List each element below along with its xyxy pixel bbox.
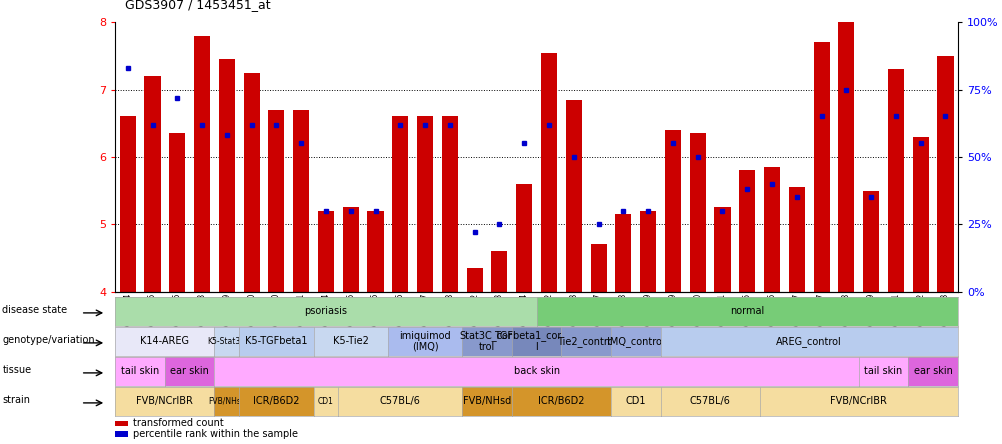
Bar [516,184,532,292]
Bar [169,133,185,292]
Bar [862,190,879,292]
Bar [713,207,729,292]
Bar [738,170,755,292]
Bar [590,245,606,292]
Bar [887,69,903,292]
Bar [367,211,383,292]
Bar [115,432,128,436]
Bar [269,110,285,292]
Text: AREG_control: AREG_control [776,336,842,347]
Bar [343,207,359,292]
Text: tissue: tissue [2,365,31,375]
Bar [417,116,433,292]
Text: Tie2_control: Tie2_control [556,336,615,347]
Bar [293,110,309,292]
Text: back skin: back skin [513,366,559,377]
Bar [243,73,260,292]
Bar [639,211,655,292]
Bar [788,187,804,292]
Text: psoriasis: psoriasis [305,306,347,317]
Bar [441,116,458,292]
Text: FVB/NHsd: FVB/NHsd [207,397,245,406]
Text: K5-Tie2: K5-Tie2 [333,337,369,346]
Bar [664,130,680,292]
Bar [491,251,507,292]
Text: IMQ_control: IMQ_control [606,336,664,347]
Bar [912,137,928,292]
Bar [466,268,482,292]
Text: Stat3C_con
trol: Stat3C_con trol [459,331,514,352]
Bar [115,421,128,426]
Text: FVB/NCrIBR: FVB/NCrIBR [830,396,887,406]
Text: genotype/variation: genotype/variation [2,335,95,345]
Text: ICR/B6D2: ICR/B6D2 [538,396,584,406]
Bar [689,133,705,292]
Bar [813,43,829,292]
Bar [392,116,408,292]
Text: tail skin: tail skin [864,366,902,377]
Bar [540,52,556,292]
Text: C57BL/6: C57BL/6 [380,396,420,406]
Text: percentile rank within the sample: percentile rank within the sample [133,429,298,439]
Bar [119,116,135,292]
Text: C57BL/6: C57BL/6 [689,396,729,406]
Text: K5-TGFbeta1: K5-TGFbeta1 [244,337,308,346]
Text: disease state: disease state [2,305,67,315]
Text: ICR/B6D2: ICR/B6D2 [253,396,300,406]
Text: ear skin: ear skin [170,366,208,377]
Text: TGFbeta1_control
l: TGFbeta1_control l [493,331,579,352]
Text: K14-AREG: K14-AREG [140,337,189,346]
Bar [193,36,210,292]
Bar [144,76,160,292]
Text: CD1: CD1 [318,397,334,406]
Text: tail skin: tail skin [121,366,159,377]
Bar [565,99,581,292]
Bar [937,56,953,292]
Text: strain: strain [2,395,30,405]
Bar [764,167,780,292]
Text: transformed count: transformed count [133,418,223,428]
Text: CD1: CD1 [625,396,645,406]
Bar [838,22,854,292]
Text: normal: normal [729,306,764,317]
Text: FVB/NCrIBR: FVB/NCrIBR [136,396,193,406]
Text: ear skin: ear skin [913,366,952,377]
Text: K5-Stat3C: K5-Stat3C [207,337,245,346]
Bar [318,211,334,292]
Bar [218,59,234,292]
Text: imiquimod
(IMQ): imiquimod (IMQ) [399,331,451,352]
Bar [614,214,631,292]
Text: FVB/NHsd: FVB/NHsd [463,396,511,406]
Text: GDS3907 / 1453451_at: GDS3907 / 1453451_at [125,0,271,11]
